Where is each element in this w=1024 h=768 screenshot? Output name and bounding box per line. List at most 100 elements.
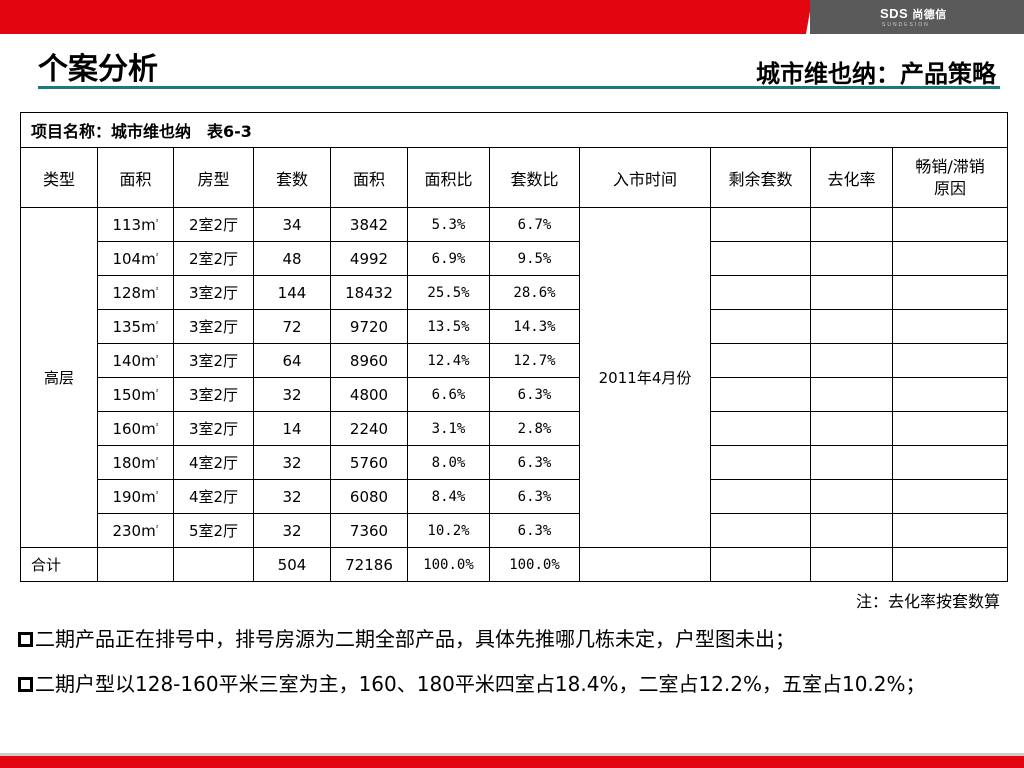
cell-remaining-units: [710, 445, 811, 480]
bullet-item: 二期户型以128-160平米三室为主，160、180平米四室占18.4%，二室占…: [18, 669, 1008, 699]
logo-subtitle: SUNDESION: [882, 22, 930, 28]
cell-unit-ratio: 6.3%: [489, 513, 580, 548]
checkbox-bullet-icon: [18, 677, 33, 692]
cell-remaining-units: [710, 241, 811, 276]
cell-remaining-units: [710, 479, 811, 514]
cell-reason: [891, 445, 1009, 480]
cell-layout: 3室2厅: [173, 275, 254, 310]
header-market-time: 入市时间: [579, 147, 711, 208]
table-note: 注：去化率按套数算: [855, 592, 1000, 611]
cell-units: 64: [253, 343, 331, 378]
top-red-bar: [0, 0, 806, 34]
cell-unit-ratio: 6.3%: [489, 445, 580, 480]
cell-area-ratio: 6.9%: [407, 241, 490, 276]
cell-reason: [891, 479, 1009, 514]
cell-reason: [891, 513, 1009, 548]
cell-layout: 5室2厅: [173, 513, 254, 548]
cell-total-area: 18432: [330, 275, 408, 310]
total-units: 504: [253, 547, 331, 582]
table-row: 230m² 5室2厅 32 7360 10.2% 6.3%: [21, 513, 1009, 548]
top-bar-notch: [806, 0, 812, 34]
cell-unit-ratio: 12.7%: [489, 343, 580, 378]
total-total-area: 72186: [330, 547, 408, 582]
cell-area: 160m²: [97, 411, 174, 446]
cell-sell-through: [810, 241, 893, 276]
cell-market-time: 2011年4月份: [579, 207, 711, 548]
table-row: 140m² 3室2厅 64 8960 12.4% 12.7%: [21, 343, 1009, 378]
product-table: 项目名称：城市维也纳 表6-3 类型 面积 房型 套数 面积 面积比 套数比 入…: [19, 112, 1009, 582]
cell-area: 128m²: [97, 275, 174, 310]
total-area-ratio: 100.0%: [407, 547, 490, 582]
cell-remaining-units: [710, 513, 811, 548]
total-area-empty: [97, 547, 174, 582]
cell-layout: 3室2厅: [173, 343, 254, 378]
cell-area-ratio: 12.4%: [407, 343, 490, 378]
table-row: 高层 113m² 2室2厅 34 3842 5.3% 6.7% 2011年4月份: [20, 207, 1009, 548]
cell-area: 113m²: [97, 207, 174, 242]
cell-area-ratio: 13.5%: [407, 309, 490, 344]
cell-total-area: 7360: [330, 513, 408, 548]
total-market-time-empty: [579, 547, 711, 582]
cell-reason: [891, 275, 1009, 310]
cell-units: 32: [253, 513, 331, 548]
cell-unit-ratio: 14.3%: [489, 309, 580, 344]
table-row: 128m² 3室2厅 144 18432 25.5% 28.6%: [21, 275, 1009, 310]
cell-area: 104m²: [97, 241, 174, 276]
cell-area: 135m²: [97, 309, 174, 344]
cell-area: 230m²: [97, 513, 174, 548]
header-total-area: 面积: [330, 147, 408, 208]
cell-layout: 3室2厅: [173, 377, 254, 412]
cell-area-ratio: 8.0%: [407, 445, 490, 480]
header-unit-ratio: 套数比: [489, 147, 580, 208]
cell-sell-through: [810, 377, 893, 412]
cell-unit-ratio: 2.8%: [489, 411, 580, 446]
brand-logo: SDS 尚德信 SUNDESION: [810, 0, 1024, 34]
header-remaining-units: 剩余套数: [710, 147, 811, 208]
checkbox-bullet-icon: [18, 632, 33, 647]
header-area-ratio: 面积比: [407, 147, 490, 208]
table-header-row: 类型 面积 房型 套数 面积 面积比 套数比 入市时间 剩余套数 去化率 畅销/…: [20, 147, 1009, 208]
total-remaining-empty: [710, 547, 811, 582]
cell-unit-ratio: 9.5%: [489, 241, 580, 276]
cell-area: 140m²: [97, 343, 174, 378]
cell-sell-through: [810, 207, 893, 242]
cell-reason: [891, 343, 1009, 378]
cell-total-area: 2240: [330, 411, 408, 446]
cell-layout: 4室2厅: [173, 445, 254, 480]
cell-units: 14: [253, 411, 331, 446]
cell-layout: 2室2厅: [173, 241, 254, 276]
cell-area: 190m²: [97, 479, 174, 514]
cell-sell-through: [810, 513, 893, 548]
total-layout-empty: [173, 547, 254, 582]
cell-total-area: 5760: [330, 445, 408, 480]
cell-area: 150m²: [97, 377, 174, 412]
cell-unit-ratio: 28.6%: [489, 275, 580, 310]
section-title: 城市维也纳：产品策略: [756, 60, 996, 88]
cell-area-ratio: 25.5%: [407, 275, 490, 310]
cell-units: 32: [253, 445, 331, 480]
header-area: 面积: [97, 147, 174, 208]
bottom-red-bar: [0, 756, 1024, 768]
total-unit-ratio: 100.0%: [489, 547, 580, 582]
total-label: 合计: [20, 547, 98, 582]
cell-reason: [891, 309, 1009, 344]
header-type: 类型: [20, 147, 98, 208]
cell-unit-ratio: 6.3%: [489, 479, 580, 514]
cell-reason: [891, 207, 1009, 242]
cell-area-ratio: 6.6%: [407, 377, 490, 412]
table-row: 190m² 4室2厅 32 6080 8.4% 6.3%: [21, 479, 1009, 514]
cell-sell-through: [810, 445, 893, 480]
cell-layout: 3室2厅: [173, 411, 254, 446]
cell-sell-through: [810, 309, 893, 344]
cell-total-area: 4992: [330, 241, 408, 276]
header-sell-through: 去化率: [810, 147, 893, 208]
cell-unit-ratio: 6.7%: [489, 207, 580, 242]
cell-type: 高层: [20, 207, 98, 548]
cell-layout: 4室2厅: [173, 479, 254, 514]
cell-units: 32: [253, 377, 331, 412]
cell-units: 32: [253, 479, 331, 514]
cell-total-area: 3842: [330, 207, 408, 242]
cell-reason: [891, 411, 1009, 446]
table-row: 160m² 3室2厅 14 2240 3.1% 2.8%: [21, 411, 1009, 446]
cell-units: 144: [253, 275, 331, 310]
